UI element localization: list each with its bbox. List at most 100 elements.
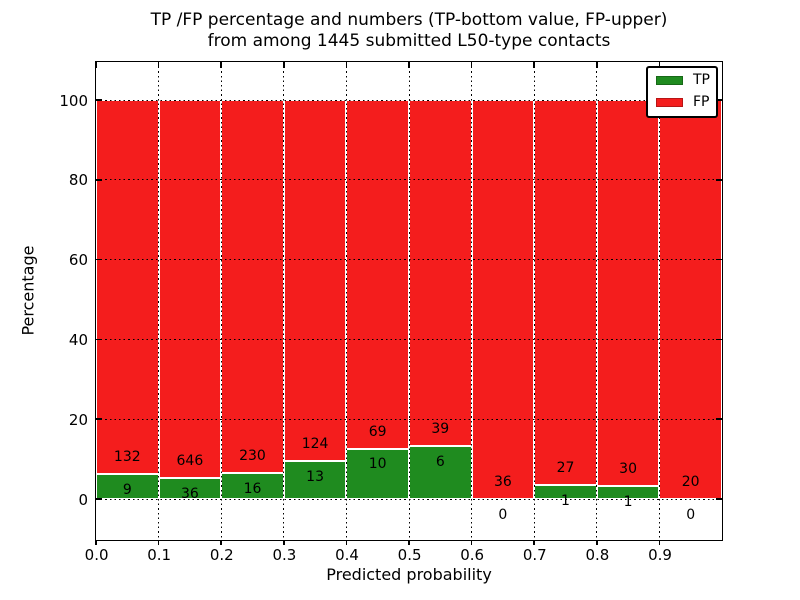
chart-title: TP /FP percentage and numbers (TP-bottom… (96, 10, 722, 52)
bar-segment-tp (283, 461, 347, 499)
chart-title-line2: from among 1445 submitted L50-type conta… (207, 31, 611, 51)
x-tick-mark (470, 540, 473, 545)
x-tick-mark (408, 62, 410, 68)
x-tick-mark (345, 62, 348, 68)
y-axis-label: Percentage (18, 245, 38, 336)
bar-label-tp: 10 (368, 456, 387, 473)
x-tick-label: 0.3 (272, 546, 297, 564)
x-tick-label: 0.7 (522, 546, 547, 564)
bar-label-fp: 132 (113, 448, 141, 465)
tp-swatch-icon (656, 76, 683, 85)
y-tick-mark (96, 179, 102, 181)
bar-label-tp: 0 (686, 506, 696, 523)
bars-layer (96, 62, 722, 540)
gridline-vertical (283, 62, 285, 540)
y-tick-label: 80 (68, 171, 88, 190)
bar-label-tp: 9 (122, 481, 132, 498)
gridline-horizontal (96, 418, 722, 420)
gridline-vertical (471, 62, 473, 540)
x-tick-label: 0.6 (460, 546, 485, 564)
gridline-horizontal (96, 179, 722, 181)
y-tick-mark (96, 418, 102, 420)
bar-segment-tp (96, 473, 159, 499)
bar-label-tp: 16 (243, 481, 262, 498)
y-tick-label: 100 (59, 91, 88, 110)
bar-segment-fp (471, 100, 535, 499)
x-tick-mark (533, 540, 535, 545)
x-tick-mark (157, 62, 160, 68)
y-tick-mark (96, 338, 102, 341)
plot-area: 132 9 646 36 230 16 124 13 69 10 39 6 36 0 27 1 30 1 20 0 (95, 61, 723, 545)
bar-label-tp: 13 (306, 469, 324, 486)
gridline-vertical (408, 62, 410, 540)
grid-layer (96, 62, 722, 540)
x-tick-label: 0.0 (84, 546, 109, 564)
gridline-vertical (345, 62, 347, 540)
x-tick-mark (220, 62, 222, 68)
bar-labels-layer: 132 9 646 36 230 16 124 13 69 10 39 6 36 0 27 1 30 1 20 0 (96, 62, 722, 540)
gridline-vertical (220, 62, 222, 540)
x-tick-label: 0.4 (335, 546, 359, 564)
gridline-horizontal (96, 99, 722, 101)
bar-segment-fp (96, 100, 159, 474)
y-tick-mark (96, 498, 102, 500)
x-tick-mark (345, 540, 348, 545)
x-tick-label: 0.9 (648, 546, 672, 564)
fp-swatch-icon (656, 98, 683, 107)
y-tick-mark (716, 338, 722, 341)
bar-label-fp: 20 (681, 474, 700, 491)
x-tick-mark (283, 540, 285, 545)
bar-label-fp: 39 (431, 420, 450, 437)
gridline-horizontal (96, 259, 722, 261)
legend-item-tp: TP (656, 72, 710, 88)
bar-label-fp: 30 (619, 461, 637, 478)
bar-label-fp: 124 (301, 436, 329, 453)
x-tick-mark (596, 540, 598, 545)
x-tick-mark (157, 540, 160, 545)
ticks-layer (95, 62, 722, 545)
bar-label-tp: 36 (180, 485, 199, 502)
y-tick-mark (716, 498, 722, 500)
x-tick-mark (533, 62, 535, 68)
y-tick-mark (716, 179, 722, 181)
x-tick-mark (658, 62, 661, 68)
bar-label-fp: 230 (239, 448, 266, 465)
x-tick-label: 0.1 (147, 546, 172, 564)
gridline-vertical (533, 62, 535, 540)
x-tick-mark (408, 540, 410, 545)
x-tick-label: 0.8 (585, 546, 610, 564)
legend: TP FP (646, 66, 718, 118)
bar-label-fp: 27 (556, 459, 575, 476)
y-tick-mark (716, 258, 722, 261)
bar-label-fp: 69 (368, 423, 387, 440)
legend-label-tp: TP (693, 72, 710, 88)
x-tick-label: 0.5 (397, 546, 422, 564)
bar-label-tp: 6 (435, 453, 445, 470)
y-tick-label: 60 (68, 251, 88, 270)
gridline-horizontal (96, 498, 722, 500)
bar-segment-tp (346, 448, 409, 499)
bar-label-tp: 0 (498, 506, 508, 523)
legend-label-fp: FP (693, 94, 710, 110)
y-tick-label: 20 (68, 410, 88, 429)
x-tick-mark (95, 62, 97, 68)
x-tick-mark (283, 62, 285, 68)
y-tick-mark (96, 258, 102, 261)
gridline-horizontal (96, 338, 722, 340)
bar-label-tp: 1 (623, 494, 633, 511)
gridline-vertical (158, 62, 160, 540)
y-tick-label: 0 (78, 490, 88, 509)
bar-segment-fp (409, 100, 472, 446)
gridline-vertical (658, 62, 660, 540)
x-tick-mark (470, 62, 473, 68)
y-tick-mark (716, 418, 722, 420)
x-tick-label: 0.2 (209, 546, 234, 564)
y-tick-mark (96, 99, 102, 101)
bar-label-tp: 1 (561, 492, 570, 509)
gridline-vertical (596, 62, 598, 540)
x-tick-mark (596, 62, 598, 68)
bar-segment-fp (659, 100, 722, 499)
bar-segment-fp (596, 100, 660, 487)
y-tick-mark (716, 99, 722, 101)
